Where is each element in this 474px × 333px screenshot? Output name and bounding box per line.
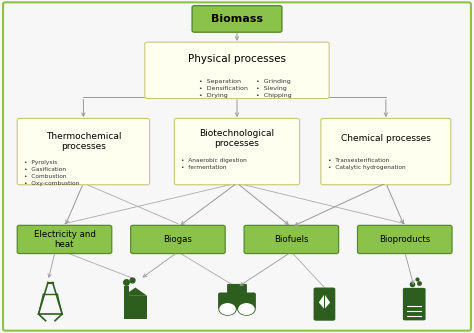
FancyBboxPatch shape <box>218 292 256 309</box>
Circle shape <box>238 303 255 315</box>
FancyBboxPatch shape <box>227 284 247 295</box>
Text: Biogas: Biogas <box>164 235 192 244</box>
Text: Electricity and
heat: Electricity and heat <box>34 230 95 249</box>
Text: Biomass: Biomass <box>211 14 263 24</box>
Text: Biofuels: Biofuels <box>274 235 309 244</box>
Text: Biotechnological
processes: Biotechnological processes <box>200 129 274 148</box>
Polygon shape <box>319 294 330 309</box>
Text: Physical processes: Physical processes <box>188 54 286 64</box>
FancyBboxPatch shape <box>17 119 150 185</box>
FancyBboxPatch shape <box>17 225 112 253</box>
FancyBboxPatch shape <box>321 119 451 185</box>
FancyBboxPatch shape <box>357 225 452 253</box>
Text: •  Separation
•  Densification
•  Drying: • Separation • Densification • Drying <box>199 79 248 98</box>
FancyBboxPatch shape <box>131 225 225 253</box>
Circle shape <box>239 304 254 314</box>
Circle shape <box>219 303 236 315</box>
Polygon shape <box>124 287 147 296</box>
Text: Bioproducts: Bioproducts <box>379 235 430 244</box>
FancyBboxPatch shape <box>124 286 129 296</box>
Text: Thermochemical
processes: Thermochemical processes <box>46 132 121 151</box>
Text: •  Pyrolysis
•  Gasification
•  Combustion
•  Oxy-combustion: • Pyrolysis • Gasification • Combustion … <box>24 160 80 186</box>
FancyBboxPatch shape <box>124 296 147 319</box>
Text: •  Grinding
•  Sieving
•  Chipping: • Grinding • Sieving • Chipping <box>256 79 292 98</box>
FancyBboxPatch shape <box>145 42 329 99</box>
FancyBboxPatch shape <box>174 119 300 185</box>
FancyBboxPatch shape <box>244 225 338 253</box>
FancyBboxPatch shape <box>192 6 282 32</box>
FancyBboxPatch shape <box>314 287 335 321</box>
Text: •  Transesterification
•  Catalytic hydrogenation: • Transesterification • Catalytic hydrog… <box>328 158 406 170</box>
Text: •  Anaerobic digestion
•  fermentation: • Anaerobic digestion • fermentation <box>182 158 247 170</box>
FancyBboxPatch shape <box>403 288 426 320</box>
Text: Chemical processes: Chemical processes <box>341 134 431 143</box>
Circle shape <box>220 304 235 314</box>
